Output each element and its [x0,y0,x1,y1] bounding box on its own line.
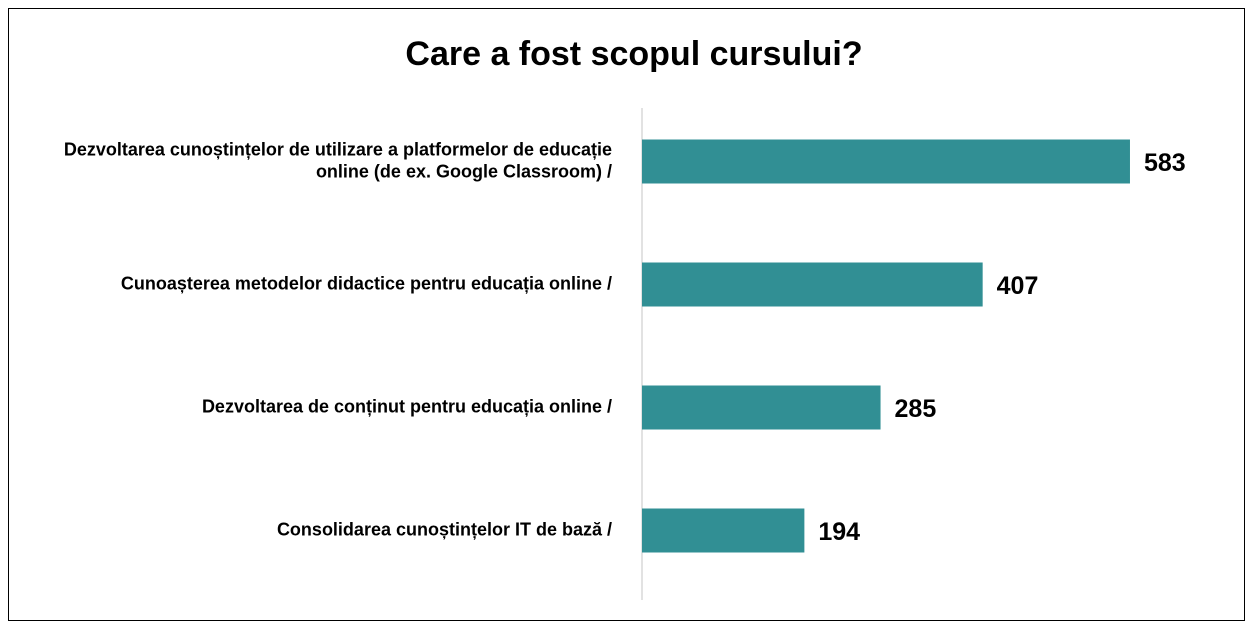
bar [642,262,983,307]
value-label: 194 [818,518,860,546]
value-label: 407 [997,272,1039,300]
category-label: Dezvoltarea cunoștințelor de utilizare a… [64,139,612,181]
frame [8,8,1245,621]
category-label: Consolidarea cunoștințelor IT de bază / [277,519,612,539]
bar [642,508,805,553]
category-label: Dezvoltarea de conținut pentru educația … [202,396,612,416]
category-label: Cunoașterea metodelor didactice pentru e… [121,273,612,293]
value-label: 583 [1144,149,1186,177]
bar [642,385,881,430]
value-label: 285 [895,395,937,423]
chart-title: Care a fost scopul cursului? [405,35,862,73]
bar [642,139,1130,184]
